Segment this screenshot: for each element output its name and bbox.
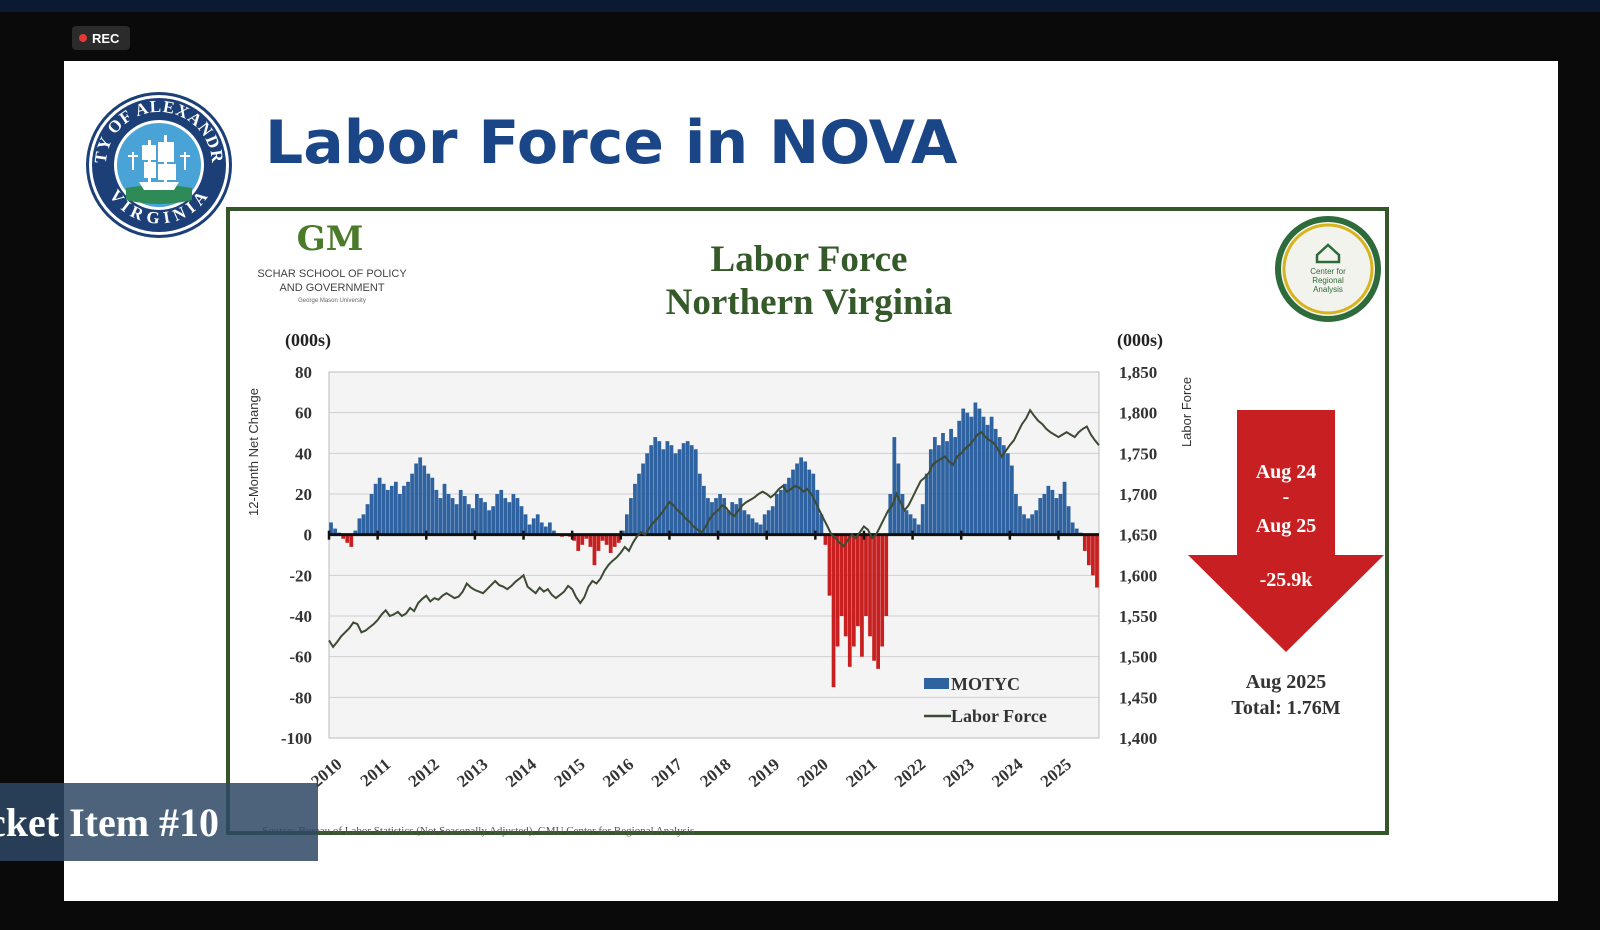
- docket-item-banner: cket Item #10: [0, 783, 318, 861]
- city-seal-logo: CITY OF ALEXANDRIA VIRGINIA: [84, 90, 232, 238]
- recording-indicator: REC: [72, 26, 130, 50]
- record-dot-icon: [79, 34, 87, 42]
- chart-panel: [226, 207, 1389, 835]
- top-window-strip: [0, 0, 1600, 12]
- docket-item-label: cket Item #10: [0, 799, 220, 845]
- slide-title: Labor Force in NOVA: [265, 108, 958, 178]
- recording-label: REC: [92, 30, 120, 46]
